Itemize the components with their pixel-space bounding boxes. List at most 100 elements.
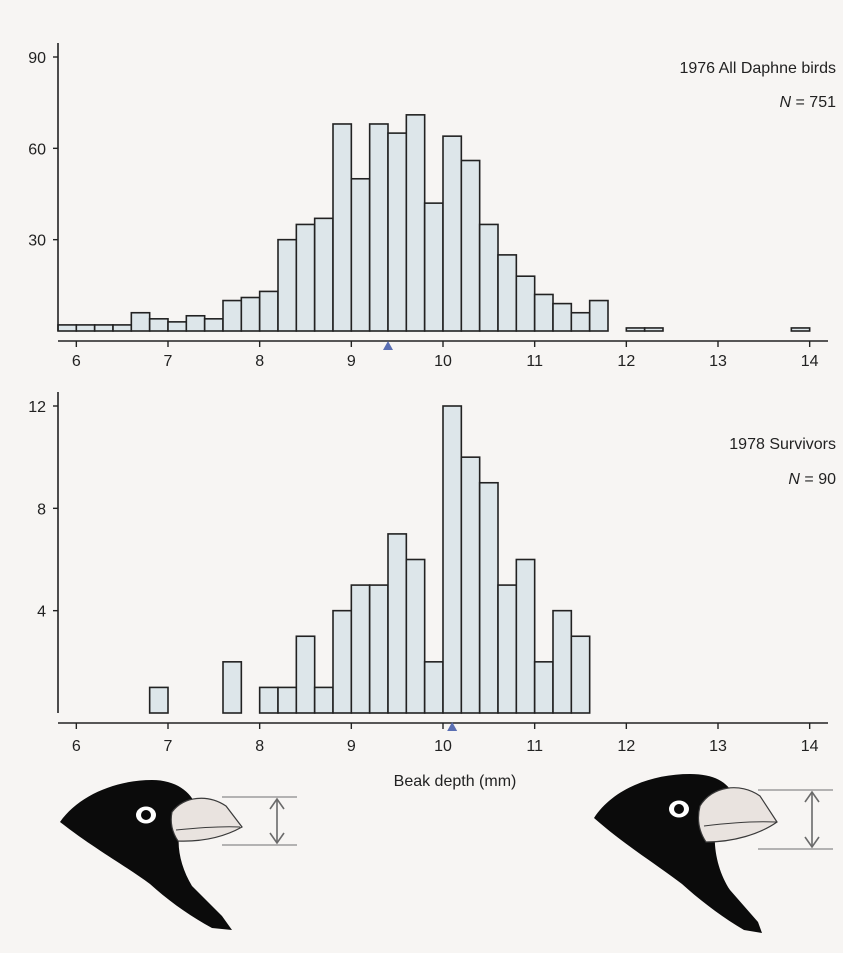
histogram-bar-1978-8.0 — [258, 686, 279, 714]
histogram-bar-1976-10.6 — [497, 254, 518, 332]
x-axis-title: Beak depth (mm) — [394, 773, 517, 790]
x-tick-label-1976-14: 14 — [801, 353, 819, 370]
histogram-bar-1976-6.8 — [148, 318, 169, 332]
x-tick-label-1976-11: 11 — [526, 353, 543, 370]
histogram-bar-1976-6.0 — [75, 324, 96, 332]
finch-small-beak-illustration — [60, 780, 297, 930]
finch-beak-right — [697, 787, 778, 843]
y-tick-label-1976-90: 90 — [28, 50, 46, 67]
x-tick-label-1978-10: 10 — [434, 738, 452, 755]
histogram-bar-1976-7.0 — [167, 321, 188, 332]
histogram-bar-1976-9.8 — [423, 202, 444, 332]
finch-large-beak-illustration — [594, 774, 833, 933]
n-value-1976: = 751 — [791, 94, 836, 111]
x-tick-label-1978-14: 14 — [801, 738, 819, 755]
histogram-bar-1976-12.2 — [643, 327, 664, 332]
finch-head-left — [60, 780, 232, 930]
mean-marker-1978 — [447, 722, 458, 731]
histogram-bar-1978-10.0 — [442, 405, 463, 714]
histogram-bar-1978-10.2 — [460, 456, 481, 714]
histogram-bar-1976-6.4 — [112, 324, 133, 332]
histogram-bar-1976-6.6 — [130, 311, 151, 332]
histogram-bar-1976-12.0 — [625, 327, 646, 332]
histogram-bar-1978-9.4 — [387, 533, 408, 714]
histogram-bar-1976-13.8 — [790, 327, 811, 332]
histogram-bar-1976-6.2 — [93, 324, 114, 332]
histogram-bar-1976-7.4 — [203, 318, 224, 332]
x-tick-label-1978-7: 7 — [164, 738, 173, 755]
x-tick-label-1976-6: 6 — [72, 353, 81, 370]
annotation-1978-title: 1978 Survivors — [729, 436, 836, 453]
x-tick-label-1976-8: 8 — [255, 353, 264, 370]
histogram-bar-1976-11.6 — [588, 299, 609, 332]
n-symbol-1978: N — [788, 471, 800, 488]
y-tick-label-1976-30: 30 — [28, 233, 46, 250]
histogram-bars-1978 — [148, 405, 591, 714]
histogram-bar-1978-11.4 — [570, 635, 591, 714]
n-symbol-1976: N — [780, 94, 792, 111]
axis-ticks-1976: 6 7 8 9 10 11 12 13 14 30 60 90 — [28, 50, 818, 370]
histogram-bar-1978-10.4 — [478, 481, 499, 714]
histogram-bar-1978-9.8 — [423, 661, 444, 714]
x-tick-label-1976-12: 12 — [617, 353, 635, 370]
finch-beak-seam-left — [175, 826, 241, 831]
finch-pupil-left — [141, 810, 151, 820]
annotation-1976-n: N = 751 — [780, 94, 837, 111]
finch-beak-left — [170, 797, 243, 842]
axis-ticks-1978: 6 7 8 9 10 11 12 13 14 4 8 12 — [28, 399, 818, 755]
x-tick-label-1976-13: 13 — [709, 353, 727, 370]
histogram-bar-1976-7.6 — [222, 299, 243, 332]
x-tick-label-1978-6: 6 — [72, 738, 81, 755]
n-value-1978: = 90 — [800, 471, 836, 488]
histogram-bar-1976-10.8 — [515, 275, 536, 332]
histogram-bar-1978-7.6 — [222, 661, 243, 714]
x-tick-label-1978-11: 11 — [526, 738, 543, 755]
histogram-bar-1976-11.2 — [552, 302, 573, 332]
histogram-bar-1976-8.8 — [332, 123, 353, 332]
histogram-bar-1976-8.4 — [295, 223, 316, 332]
annotation-1976-title: 1976 All Daphne birds — [679, 60, 836, 77]
histogram-bar-1976-11.4 — [570, 311, 591, 332]
y-tick-label-1978-8: 8 — [37, 501, 46, 518]
y-tick-label-1978-4: 4 — [37, 604, 46, 621]
histogram-bars-1976 — [57, 114, 811, 332]
histogram-bar-1978-9.0 — [350, 584, 371, 714]
histogram-bar-1978-6.8 — [148, 686, 169, 714]
y-tick-label-1976-60: 60 — [28, 141, 46, 158]
histogram-bar-1978-8.2 — [277, 686, 298, 714]
x-tick-label-1976-10: 10 — [434, 353, 452, 370]
histogram-bar-1978-10.6 — [497, 584, 518, 714]
histogram-1978-panel: 6 7 8 9 10 11 12 13 14 4 8 12 1978 Survivors N = 90 — [28, 392, 836, 755]
histogram-bar-1976-8.6 — [313, 217, 334, 332]
finch-pupil-right — [674, 804, 684, 814]
x-tick-label-1978-12: 12 — [617, 738, 635, 755]
histogram-bar-1976-9.6 — [405, 114, 426, 332]
histogram-bar-1978-11.0 — [533, 661, 554, 714]
histogram-bar-1978-9.2 — [368, 584, 389, 714]
histogram-bar-1978-8.6 — [313, 686, 334, 714]
beak-depth-arrowhead-down-right — [804, 836, 820, 849]
histogram-bar-1978-9.6 — [405, 558, 426, 714]
histogram-bar-1976-7.8 — [240, 296, 261, 332]
histogram-bar-1976-9.2 — [368, 123, 389, 332]
mean-marker-1976 — [383, 341, 393, 350]
x-tick-label-1978-9: 9 — [347, 738, 356, 755]
histogram-bar-1978-8.8 — [332, 609, 353, 714]
y-tick-label-1978-12: 12 — [28, 399, 46, 416]
histogram-bar-1976-10.4 — [478, 223, 499, 332]
histogram-bar-1978-10.8 — [515, 558, 536, 714]
beak-depth-arrowhead-up-left — [269, 797, 285, 810]
histogram-bar-1978-11.2 — [552, 609, 573, 714]
finch-beak-seam-right — [703, 821, 777, 827]
histogram-bar-1976-9.4 — [387, 132, 408, 332]
histogram-bar-1976-10.0 — [442, 135, 463, 332]
histogram-bar-1978-8.4 — [295, 635, 316, 714]
histogram-bar-1976-8.0 — [258, 290, 279, 332]
beak-depth-arrowhead-up-right — [804, 790, 820, 803]
histogram-1976-panel: 6 7 8 9 10 11 12 13 14 30 60 90 1976 All Daphne bir… — [28, 43, 836, 370]
annotation-1978-n: N = 90 — [788, 471, 836, 488]
x-tick-label-1976-9: 9 — [347, 353, 356, 370]
histogram-bar-1976-11.0 — [533, 293, 554, 332]
histogram-bar-1976-9.0 — [350, 177, 371, 332]
